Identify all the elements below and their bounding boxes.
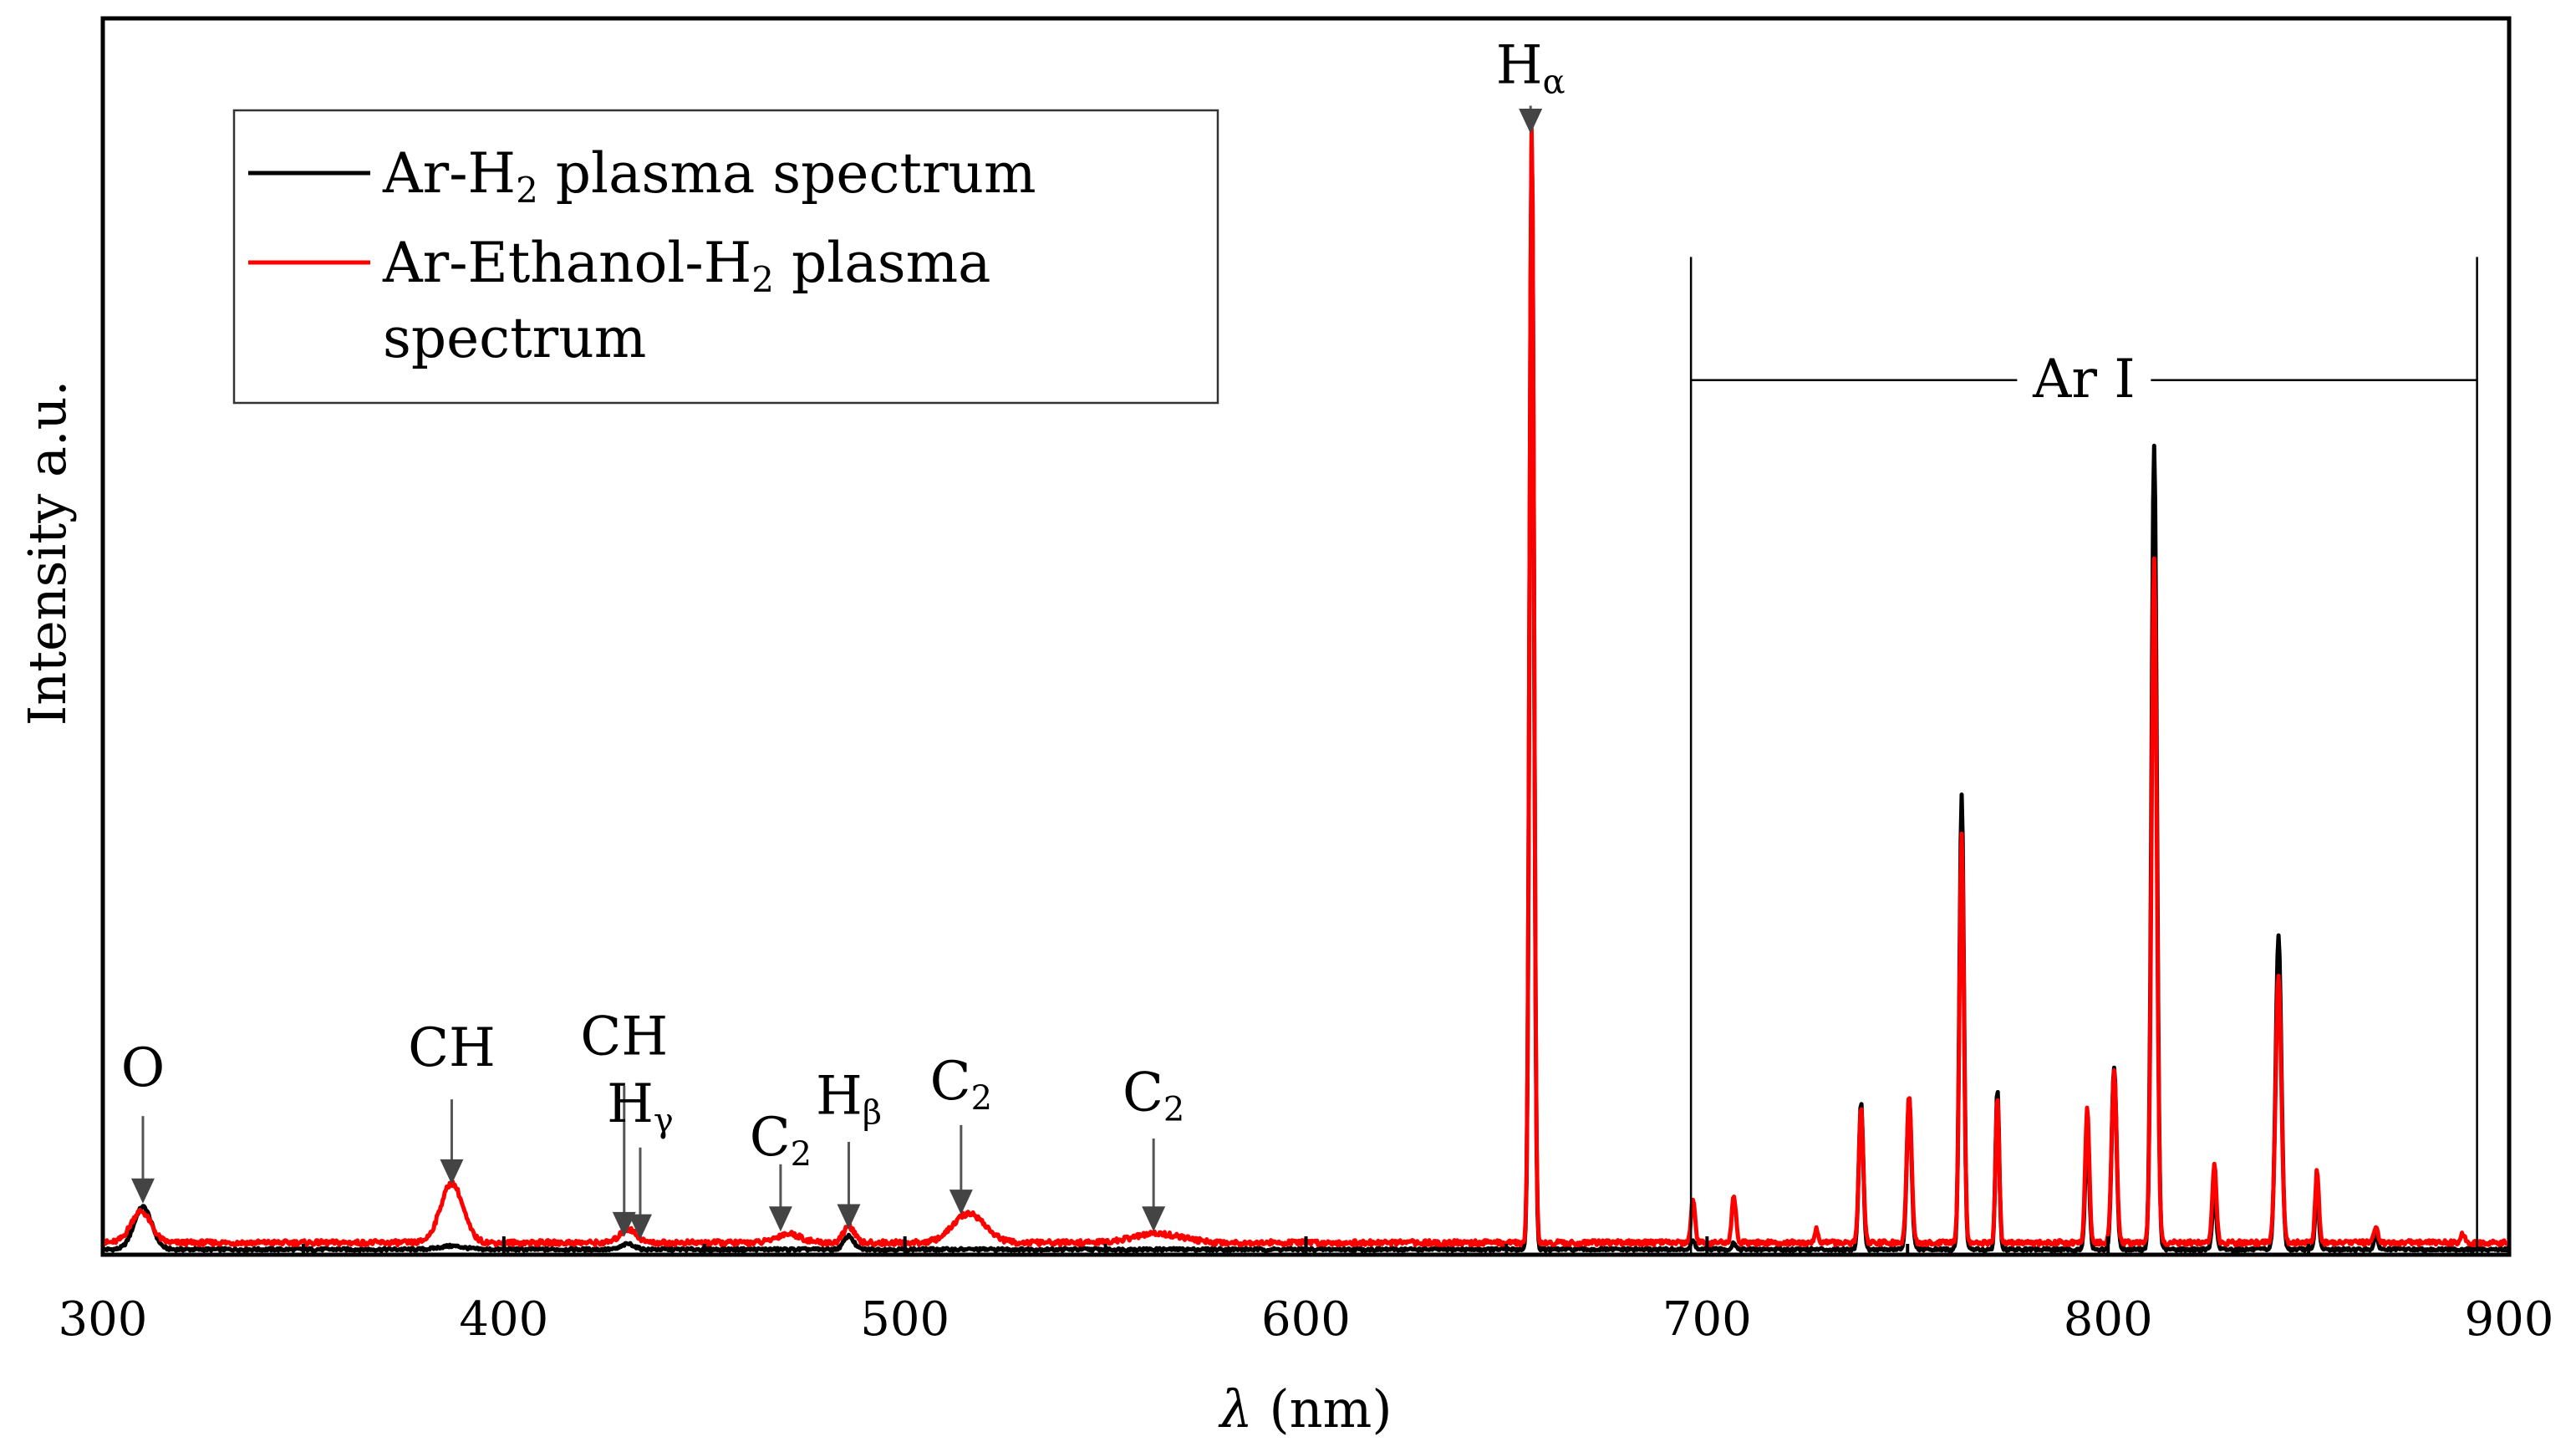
annotation-arrow-head [1519, 109, 1543, 134]
annotation-2: CH [580, 1006, 668, 1237]
annotation-arrow-head [628, 1214, 652, 1240]
x-tick-label-400: 400 [459, 1292, 548, 1347]
annotation-arrow-head [768, 1206, 792, 1232]
annotation-label-main: H [816, 1066, 863, 1128]
annotation-label-sub: α [1543, 64, 1565, 102]
annotation-label-sub: β [863, 1094, 882, 1133]
x-axis-title-unit: (nm) [1253, 1378, 1392, 1439]
annotation-3: Hγ [607, 1073, 674, 1240]
annotation-1: CH [408, 1017, 496, 1185]
legend-label-main: Ar-H [382, 141, 516, 206]
annotation-label: C2 [930, 1051, 992, 1118]
annotation-label-main: C [750, 1107, 791, 1169]
legend-label-1: Ar-Ethanol-H2 plasma [382, 231, 991, 300]
legend-label-1-line2: spectrum [383, 306, 646, 370]
legend-label-sub: 2 [516, 170, 538, 211]
annotation-label-sub: γ [654, 1102, 674, 1140]
annotation-label: Hγ [607, 1073, 674, 1140]
region-label-ar-i: Ar I [2032, 349, 2135, 410]
x-tick-label-900: 900 [2465, 1292, 2554, 1347]
annotation-8: Hα [1496, 35, 1565, 134]
annotation-label-main: H [607, 1073, 654, 1135]
annotation-label: CH [580, 1006, 668, 1067]
annotation-label-main: CH [580, 1006, 668, 1067]
x-tick-label-300: 300 [59, 1292, 148, 1347]
annotation-label: O [121, 1037, 165, 1099]
annotation-arrow-head [1142, 1206, 1166, 1232]
annotation-label-sub: 2 [1163, 1090, 1184, 1128]
legend-label-main: Ar-Ethanol-H [382, 231, 751, 295]
x-tick-label-800: 800 [2064, 1292, 2153, 1347]
annotation-arrow-head [130, 1178, 155, 1204]
annotation-label: C2 [1123, 1062, 1184, 1128]
legend-box [232, 109, 1219, 405]
annotation-label: CH [408, 1017, 496, 1079]
annotation-4: C2 [750, 1107, 812, 1232]
ar-i-region-group: Ar I [1689, 257, 2478, 1255]
x-tick-label-500: 500 [860, 1292, 949, 1347]
legend-label-tail: plasma [774, 231, 991, 295]
annotation-arrow-head [949, 1190, 973, 1215]
annotation-arrow-head [612, 1211, 636, 1237]
annotation-arrow-head [440, 1159, 464, 1185]
annotation-0: O [121, 1037, 165, 1204]
annotation-label-main: H [1496, 35, 1543, 97]
axes-group: 300 400 500 600 700 800 900 λ (nm) Intensity a.u… [17, 380, 2553, 1439]
annotation-label-sub: 2 [971, 1079, 992, 1118]
y-axis-title: Intensity a.u. [17, 380, 78, 726]
x-axis-title: λ (nm) [1217, 1378, 1392, 1439]
annotation-6: C2 [930, 1051, 992, 1215]
annotation-label-main: O [121, 1037, 165, 1099]
x-axis-title-symbol: λ [1217, 1378, 1252, 1439]
annotation-label: C2 [750, 1107, 812, 1174]
annotation-label-main: C [930, 1051, 971, 1113]
annotation-label-sub: 2 [791, 1135, 812, 1174]
legend-label-tail: plasma spectrum [538, 141, 1036, 206]
x-tick-label-700: 700 [1662, 1292, 1752, 1347]
legend-label-0: Ar-H2 plasma spectrum [382, 141, 1036, 211]
annotation-5: Hβ [816, 1066, 882, 1230]
annotation-label: Hβ [816, 1066, 882, 1133]
annotation-arrow-head [837, 1204, 861, 1230]
x-tick-label-600: 600 [1261, 1292, 1351, 1347]
annotation-label: Hα [1496, 35, 1565, 102]
annotation-label-main: CH [408, 1017, 496, 1079]
legend-label-sub: 2 [751, 259, 774, 300]
annotation-7: C2 [1123, 1062, 1184, 1232]
annotation-label-main: C [1123, 1062, 1163, 1123]
